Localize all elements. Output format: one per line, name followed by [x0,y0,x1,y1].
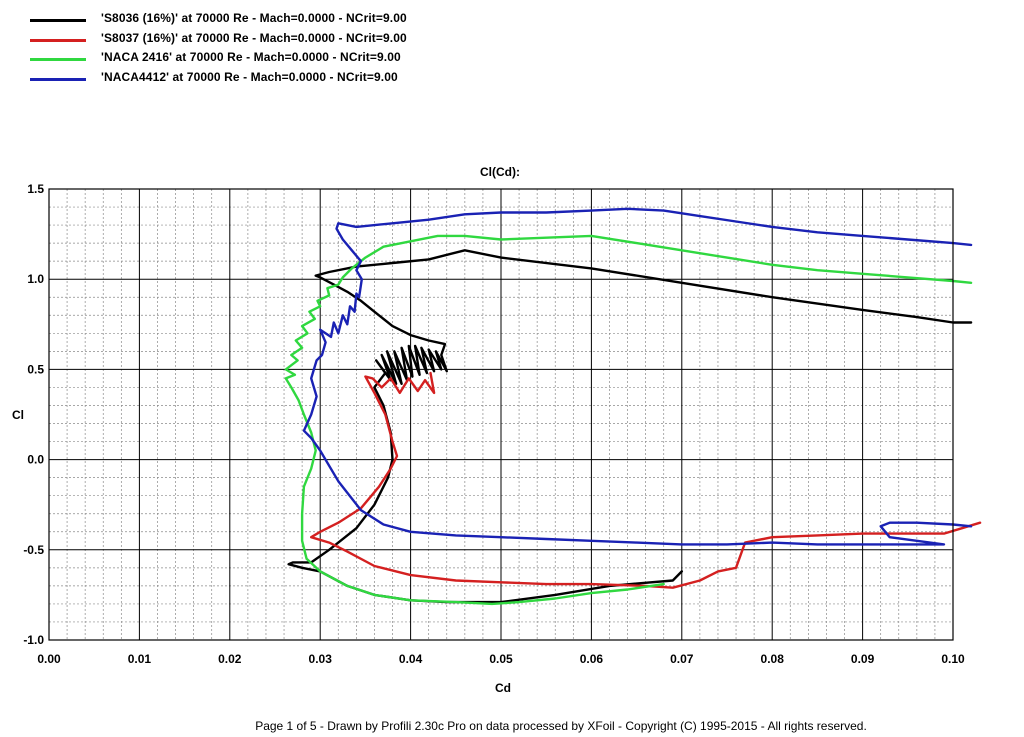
series-layer [284,207,982,606]
footer-text: Page 1 of 5 - Drawn by Profili 2.30c Pro… [255,719,867,733]
legend-swatch [30,58,86,62]
y-axis-label: Cl [12,408,24,422]
x-axis-label: Cd [495,681,511,695]
series-line-4 [302,207,973,546]
x-tick-label: 0.03 [309,652,333,666]
x-tick-label: 0.08 [761,652,785,666]
y-tick-label: 1.5 [27,182,44,196]
plot-frame [48,188,954,641]
footer: Page 1 of 5 - Drawn by Profili 2.30c Pro… [0,719,1024,733]
x-tick-label: 0.01 [128,652,152,666]
legend-label: 'S8037 (16%)' at 70000 Re - Mach=0.0000 … [101,30,407,45]
x-tick-label: 0.06 [580,652,604,666]
series-line-2 [310,371,982,589]
x-tick-label: 0.09 [851,652,875,666]
x-tick-label: 0.00 [37,652,61,666]
x-tick-label: 0.07 [670,652,694,666]
legend-label: 'NACA4412' at 70000 Re - Mach=0.0000 - N… [101,69,398,84]
legend-swatch [30,19,86,22]
y-tick-label: -1.0 [23,633,44,647]
y-tick-label: 1.0 [27,272,44,286]
legend-label: 'S8036 (16%)' at 70000 Re - Mach=0.0000 … [101,11,407,25]
x-tick-label: 0.05 [489,652,513,666]
x-tick-label: 0.10 [941,652,965,666]
grid [48,188,954,641]
axes: 0.00 0.01 0.02 0.03 0.04 0.05 0.06 0.07 0.08 0.09… [23,182,965,666]
y-tick-label: 0.0 [27,453,44,467]
y-tick-label: -0.5 [23,543,44,557]
series-line-1 [287,249,973,604]
legend-swatch [30,77,86,81]
x-tick-label: 0.04 [399,652,423,666]
legend-swatch [30,38,86,42]
legend-label: 'NACA 2416' at 70000 Re - Mach=0.0000 - … [101,50,401,65]
chart-title: Cl(Cd): [480,165,520,179]
series-line-3 [284,234,973,606]
x-tick-label: 0.02 [218,652,242,666]
y-tick-label: 0.5 [27,362,44,376]
